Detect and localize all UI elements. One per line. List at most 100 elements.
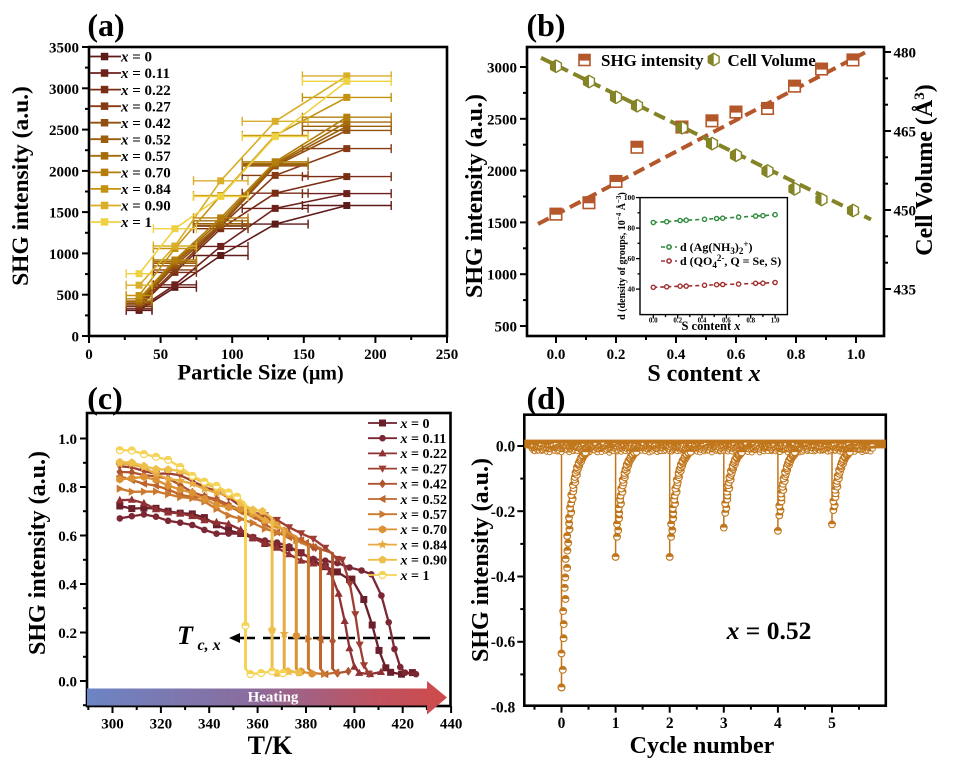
svg-text:420: 420 [391, 717, 414, 733]
svg-text:1500: 1500 [487, 216, 517, 232]
svg-text:360: 360 [246, 717, 269, 733]
svg-text:x = 0.70: x = 0.70 [400, 523, 447, 538]
svg-text:0.2: 0.2 [673, 317, 682, 325]
svg-text:0.4: 0.4 [698, 317, 707, 325]
svg-text:3: 3 [720, 715, 728, 732]
svg-text:0.8: 0.8 [746, 317, 755, 325]
svg-text:d (Ag(NH3)2+): d (Ag(NH3)2+) [680, 239, 752, 256]
svg-text:0.0: 0.0 [547, 347, 566, 363]
svg-text:SHG intensity (a.u.): SHG intensity (a.u.) [468, 458, 494, 662]
svg-text:x = 0.90: x = 0.90 [400, 554, 447, 569]
svg-text:Cycle number: Cycle number [630, 733, 775, 759]
svg-text:150: 150 [293, 347, 316, 363]
svg-text:S content x: S content x [681, 319, 740, 333]
svg-text:Particle Size (μm): Particle Size (μm) [177, 360, 343, 385]
svg-text:(c): (c) [87, 380, 123, 416]
svg-text:x = 0.52: x = 0.52 [120, 132, 171, 148]
svg-text:465: 465 [894, 125, 917, 141]
svg-text:x = 0.22: x = 0.22 [400, 447, 447, 462]
svg-text:x = 0: x = 0 [120, 50, 152, 66]
svg-text:80: 80 [628, 224, 636, 233]
svg-text:300: 300 [101, 717, 124, 733]
svg-text:100: 100 [221, 347, 244, 363]
svg-text:x = 0.52: x = 0.52 [400, 493, 447, 508]
svg-text:1: 1 [612, 715, 620, 732]
svg-text:40: 40 [628, 285, 636, 294]
svg-text:0.6: 0.6 [727, 347, 746, 363]
svg-text:x = 0.27: x = 0.27 [120, 99, 171, 115]
svg-text:100: 100 [624, 193, 636, 202]
svg-text:60: 60 [628, 254, 636, 263]
svg-text:0.6: 0.6 [58, 529, 77, 545]
svg-text:320: 320 [150, 717, 173, 733]
svg-text:x = 0.84: x = 0.84 [120, 182, 171, 198]
svg-text:0: 0 [558, 715, 566, 732]
svg-text:500: 500 [57, 288, 80, 304]
svg-text:0.2: 0.2 [607, 347, 626, 363]
svg-text:c, x: c, x [198, 637, 221, 654]
svg-text:1000: 1000 [487, 268, 517, 284]
svg-text:0.0: 0.0 [496, 439, 516, 456]
svg-text:4: 4 [774, 715, 782, 732]
svg-text:SHG intensity (a.u.): SHG intensity (a.u.) [462, 94, 488, 298]
svg-text:(b): (b) [526, 7, 565, 43]
svg-text:450: 450 [894, 204, 917, 220]
svg-text:250: 250 [436, 347, 459, 363]
svg-text:0.8: 0.8 [58, 481, 77, 497]
svg-text:Cell Volume: Cell Volume [728, 51, 817, 70]
svg-text:x = 0.27: x = 0.27 [400, 462, 447, 477]
svg-text:Cell Volume (Å3): Cell Volume (Å3) [912, 84, 938, 256]
svg-text:200: 200 [364, 347, 387, 363]
svg-text:1.0: 1.0 [771, 317, 780, 325]
svg-text:0.4: 0.4 [58, 578, 77, 594]
svg-text:x = 0.84: x = 0.84 [400, 538, 447, 553]
svg-text:T: T [177, 621, 194, 650]
svg-text:-0.4: -0.4 [491, 569, 516, 586]
svg-text:Heating: Heating [248, 690, 299, 706]
svg-text:(d): (d) [526, 380, 565, 416]
svg-text:1500: 1500 [49, 206, 79, 222]
svg-text:480: 480 [894, 46, 917, 62]
svg-text:x = 0.70: x = 0.70 [120, 166, 171, 182]
svg-text:d (density of groups, 10−4 Å−3: d (density of groups, 10−4 Å−3) [615, 192, 628, 320]
svg-text:x = 1: x = 1 [120, 215, 152, 231]
svg-text:0.0: 0.0 [649, 317, 658, 325]
svg-text:x = 0.11: x = 0.11 [400, 432, 447, 447]
svg-text:440: 440 [440, 717, 463, 733]
svg-text:T/K: T/K [248, 731, 294, 760]
svg-text:x = 0.42: x = 0.42 [400, 478, 447, 493]
svg-text:d (QO42-, Q = Se, S): d (QO42-, Q = Se, S) [680, 253, 781, 270]
svg-text:x = 1: x = 1 [400, 569, 430, 584]
svg-text:0.0: 0.0 [58, 675, 77, 691]
svg-text:x = 0.42: x = 0.42 [120, 116, 171, 132]
svg-text:-0.2: -0.2 [491, 504, 516, 521]
svg-text:x = 0.90: x = 0.90 [120, 199, 171, 215]
svg-text:x = 0: x = 0 [400, 417, 430, 432]
svg-text:SHG intensity: SHG intensity [601, 51, 704, 70]
svg-text:400: 400 [343, 717, 366, 733]
svg-text:x = 0.11: x = 0.11 [120, 66, 170, 82]
svg-text:x = 0.57: x = 0.57 [120, 149, 171, 165]
svg-text:SHG intensity (a.u.): SHG intensity (a.u.) [25, 451, 51, 655]
svg-text:500: 500 [495, 320, 518, 336]
svg-text:3000: 3000 [49, 82, 79, 98]
svg-text:5: 5 [828, 715, 836, 732]
svg-text:-0.6: -0.6 [491, 634, 516, 651]
svg-text:x = 0.57: x = 0.57 [400, 508, 447, 523]
svg-text:2: 2 [666, 715, 674, 732]
svg-text:0.2: 0.2 [58, 626, 77, 642]
svg-text:1.0: 1.0 [847, 347, 866, 363]
svg-text:1000: 1000 [49, 247, 79, 263]
svg-text:3000: 3000 [487, 61, 517, 77]
svg-text:1.0: 1.0 [58, 432, 77, 448]
svg-text:S content x: S content x [647, 361, 760, 387]
svg-text:2000: 2000 [49, 164, 79, 180]
svg-text:x = 0.22: x = 0.22 [120, 83, 171, 99]
svg-text:2500: 2500 [487, 112, 517, 128]
svg-text:0: 0 [85, 347, 93, 363]
svg-text:-0.8: -0.8 [491, 700, 516, 717]
svg-text:x = 0.52: x = 0.52 [726, 616, 812, 645]
svg-text:2000: 2000 [487, 164, 517, 180]
svg-text:0.6: 0.6 [722, 317, 731, 325]
svg-text:2500: 2500 [49, 123, 79, 139]
